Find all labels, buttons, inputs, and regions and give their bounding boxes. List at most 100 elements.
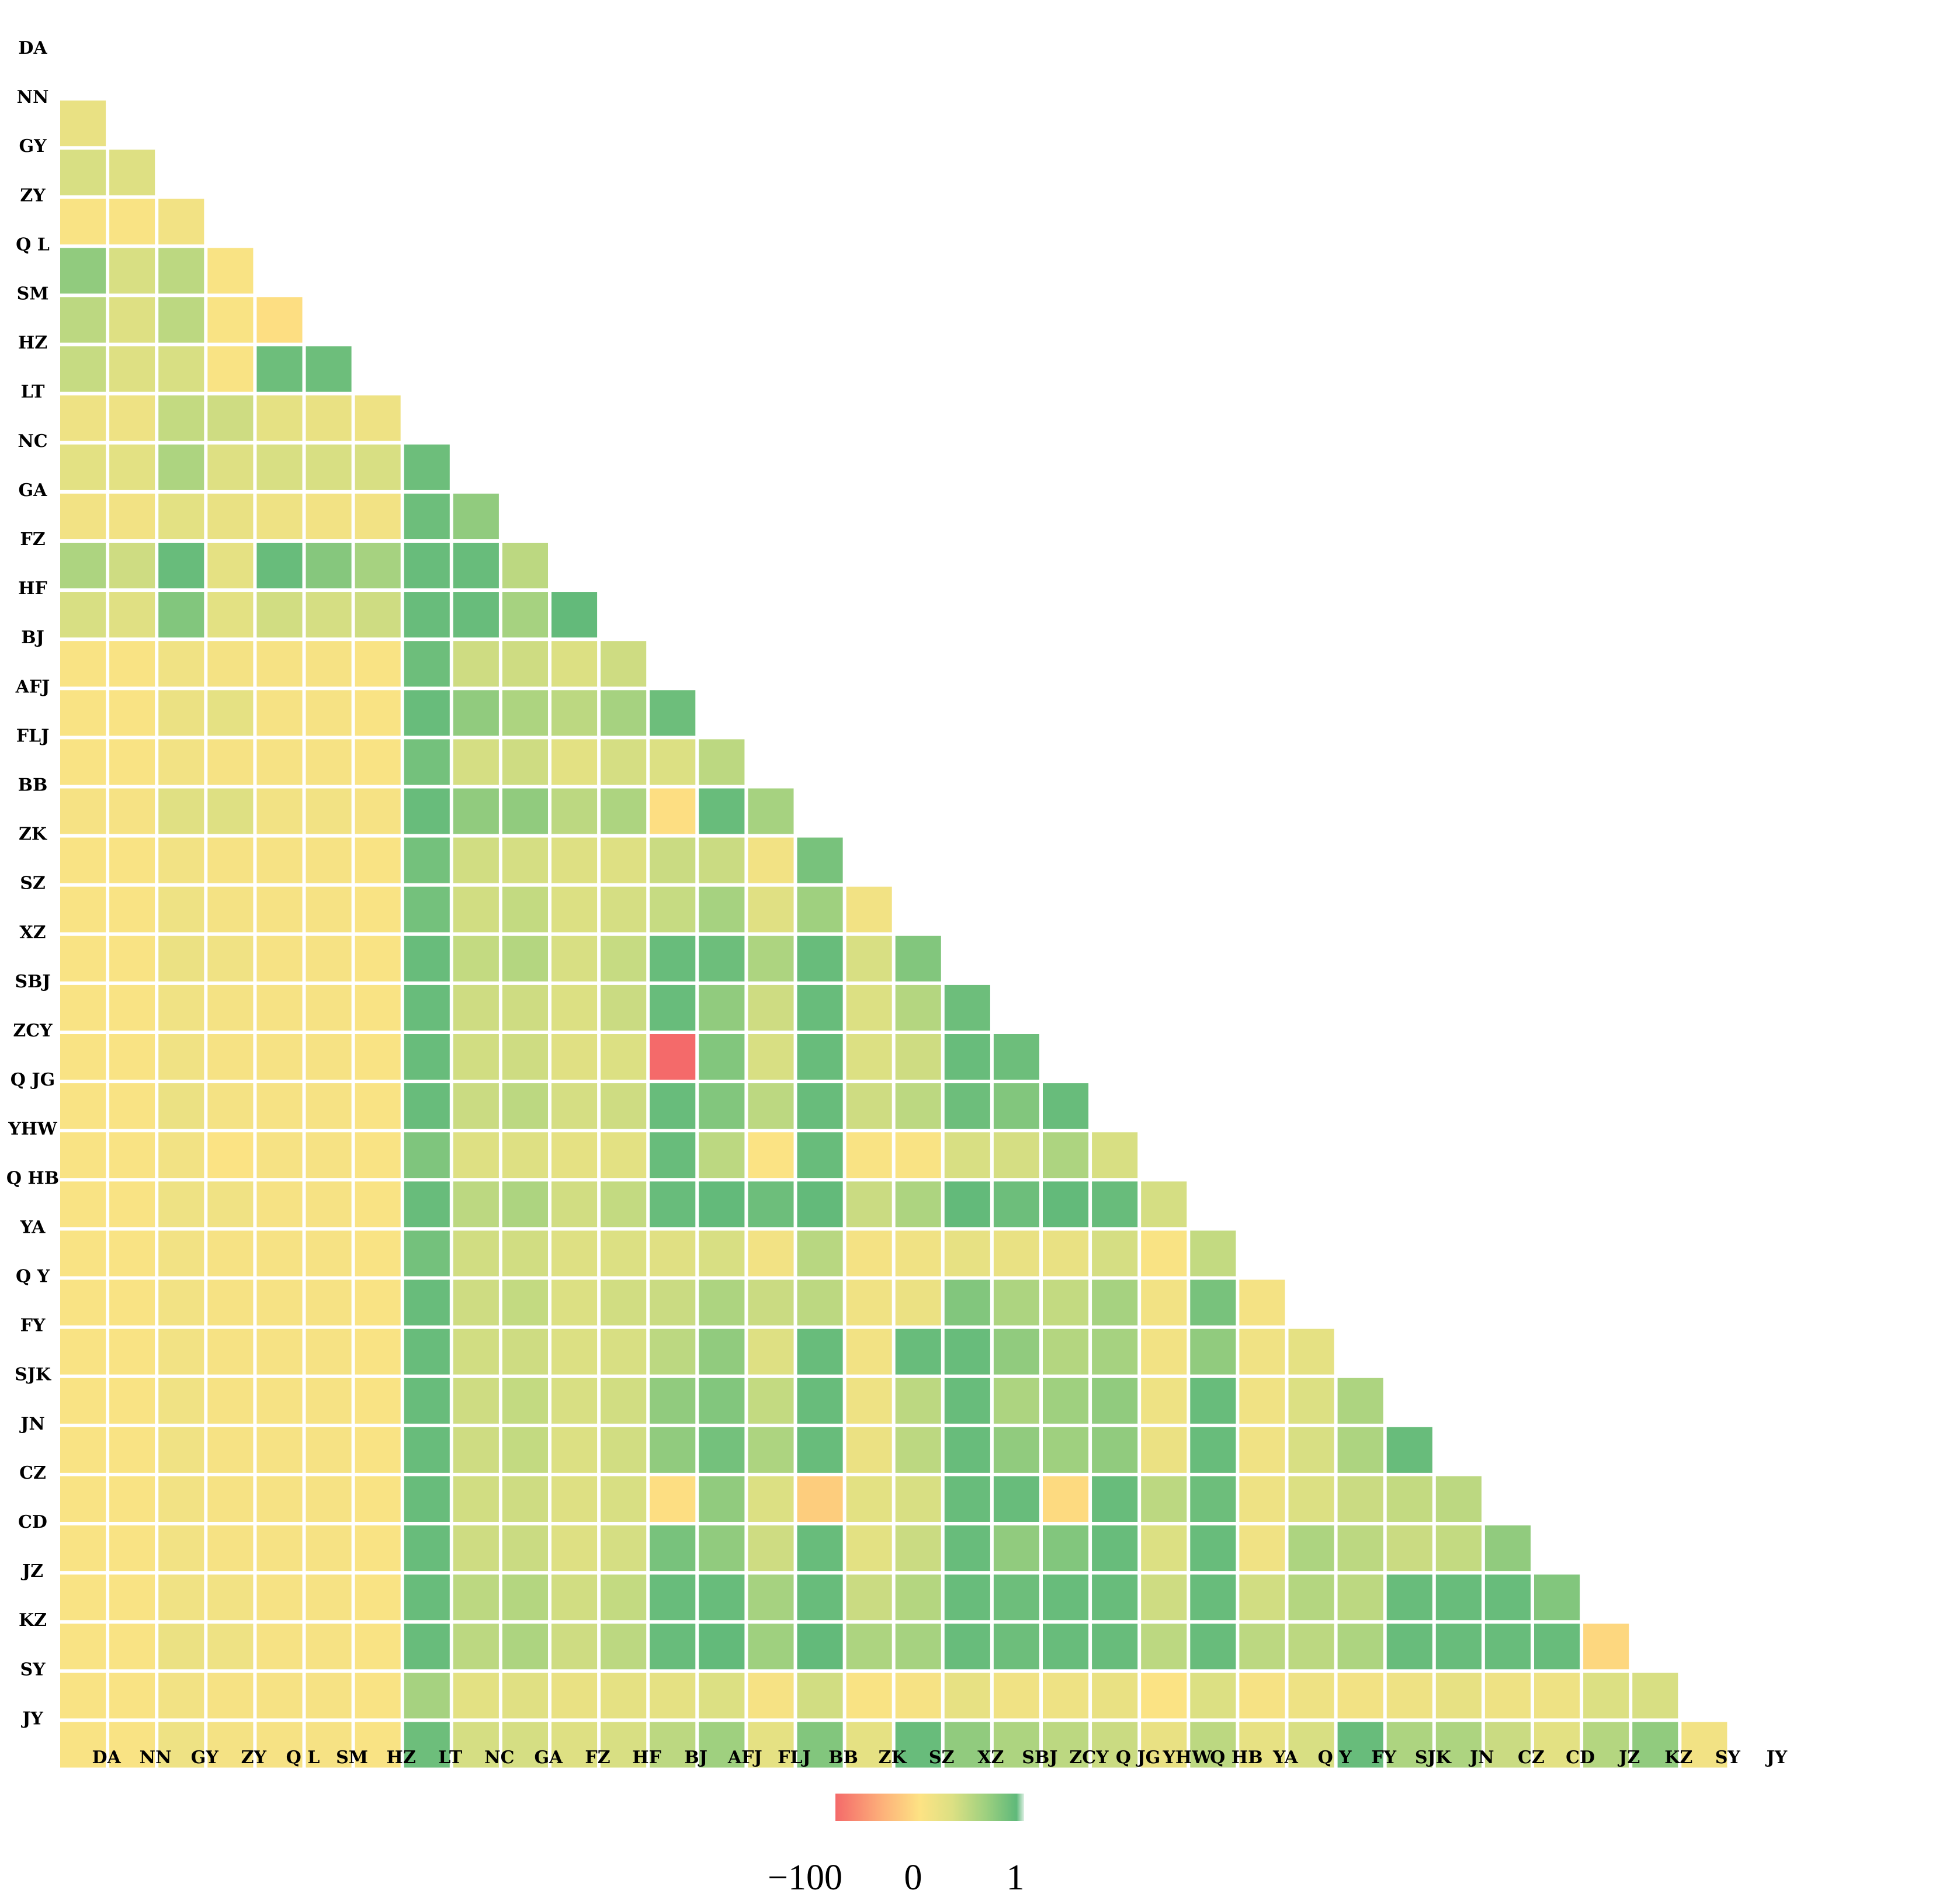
heatmap-cell xyxy=(502,1525,548,1572)
heatmap-cell xyxy=(453,1624,499,1670)
row-label: SJK xyxy=(15,1365,51,1385)
heatmap-cell xyxy=(502,984,548,1031)
heatmap-cell xyxy=(207,1034,254,1080)
heatmap-cell xyxy=(993,1034,1039,1080)
heatmap-cell xyxy=(1484,1525,1531,1572)
heatmap-cell xyxy=(207,1427,254,1473)
heatmap-cell xyxy=(601,739,647,785)
heatmap-cell xyxy=(650,1525,696,1572)
heatmap-cell xyxy=(895,1034,941,1080)
heatmap-cell xyxy=(1435,1574,1482,1621)
heatmap-cell xyxy=(502,1574,548,1621)
heatmap-cell xyxy=(158,493,204,539)
heatmap-cell xyxy=(355,1427,401,1473)
heatmap-cell xyxy=(601,1279,647,1326)
heatmap-cell xyxy=(306,788,352,834)
heatmap-cell xyxy=(502,1181,548,1227)
heatmap-cell xyxy=(355,1673,401,1719)
heatmap-cell xyxy=(895,935,941,982)
heatmap-cell xyxy=(453,1476,499,1522)
heatmap-cell xyxy=(699,1624,745,1670)
heatmap-cell xyxy=(1239,1329,1285,1375)
heatmap-cell xyxy=(306,1476,352,1522)
heatmap-cell xyxy=(306,641,352,687)
heatmap-cell xyxy=(404,788,450,834)
heatmap-cell xyxy=(109,1378,155,1424)
heatmap-cell xyxy=(256,935,303,982)
heatmap-cell xyxy=(355,1132,401,1178)
heatmap-cell xyxy=(355,493,401,539)
scale-label-max: 1 xyxy=(1007,1858,1025,1898)
column-label: GY xyxy=(191,1747,219,1768)
heatmap-cell xyxy=(256,1427,303,1473)
heatmap-cell xyxy=(256,788,303,834)
heatmap-cell xyxy=(355,984,401,1031)
heatmap-cell xyxy=(60,1378,106,1424)
heatmap-cell xyxy=(158,739,204,785)
heatmap-cell xyxy=(699,788,745,834)
heatmap-cell xyxy=(1337,1476,1383,1522)
heatmap-cell xyxy=(502,641,548,687)
heatmap-cell xyxy=(1435,1624,1482,1670)
heatmap-cell xyxy=(1190,1329,1236,1375)
heatmap-cell xyxy=(109,297,155,343)
heatmap-cell xyxy=(355,641,401,687)
heatmap-cell xyxy=(551,1181,598,1227)
heatmap-cell xyxy=(650,1427,696,1473)
heatmap-cell xyxy=(306,395,352,441)
heatmap-cell xyxy=(306,739,352,785)
heatmap-cell xyxy=(1337,1673,1383,1719)
column-label: JZ xyxy=(1617,1747,1640,1768)
heatmap-cell xyxy=(699,1673,745,1719)
heatmap-cell xyxy=(404,1427,450,1473)
heatmap-cell xyxy=(109,935,155,982)
heatmap-cell xyxy=(846,1279,892,1326)
heatmap-cell xyxy=(846,1378,892,1424)
heatmap-cell xyxy=(256,1329,303,1375)
heatmap-cell xyxy=(453,1722,499,1768)
heatmap-cell xyxy=(699,1574,745,1621)
heatmap-cell xyxy=(158,1378,204,1424)
heatmap-cell xyxy=(1337,1525,1383,1572)
heatmap-cell xyxy=(207,1279,254,1326)
heatmap-cell xyxy=(502,1378,548,1424)
heatmap-cell xyxy=(699,1476,745,1522)
heatmap-cell xyxy=(993,1378,1039,1424)
heatmap-cell xyxy=(1043,1624,1089,1670)
heatmap-cell xyxy=(158,935,204,982)
heatmap-cell xyxy=(502,1476,548,1522)
column-label: SJK xyxy=(1415,1747,1452,1768)
column-label: Q JG xyxy=(1116,1747,1160,1768)
heatmap-cell xyxy=(748,1427,794,1473)
heatmap-cell xyxy=(256,1722,303,1768)
heatmap-cell xyxy=(944,1181,990,1227)
heatmap-cell xyxy=(1681,1722,1727,1768)
heatmap-cell xyxy=(158,1624,204,1670)
heatmap-cell xyxy=(306,1034,352,1080)
heatmap-cell xyxy=(256,1624,303,1670)
heatmap-cell xyxy=(502,1329,548,1375)
heatmap-cell xyxy=(1583,1673,1629,1719)
heatmap-cell xyxy=(993,1574,1039,1621)
heatmap-cell xyxy=(404,641,450,687)
heatmap-cell xyxy=(502,592,548,638)
heatmap-cell xyxy=(797,1083,843,1129)
heatmap-cell xyxy=(797,1427,843,1473)
heatmap-cell xyxy=(109,395,155,441)
heatmap-cell xyxy=(551,592,598,638)
heatmap-cell xyxy=(256,886,303,932)
heatmap-cell xyxy=(895,1083,941,1129)
row-label: FZ xyxy=(20,529,45,550)
heatmap-cell xyxy=(207,1230,254,1277)
heatmap-cell xyxy=(60,641,106,687)
heatmap-cell xyxy=(1092,1279,1138,1326)
heatmap-cell xyxy=(256,1673,303,1719)
heatmap-cell xyxy=(650,886,696,932)
heatmap-cell xyxy=(256,1181,303,1227)
heatmap-cell xyxy=(650,690,696,736)
heatmap-cell xyxy=(306,1427,352,1473)
heatmap-cell xyxy=(207,444,254,490)
heatmap-cell xyxy=(453,1525,499,1572)
heatmap-cell xyxy=(551,641,598,687)
heatmap-cell xyxy=(1386,1525,1432,1572)
